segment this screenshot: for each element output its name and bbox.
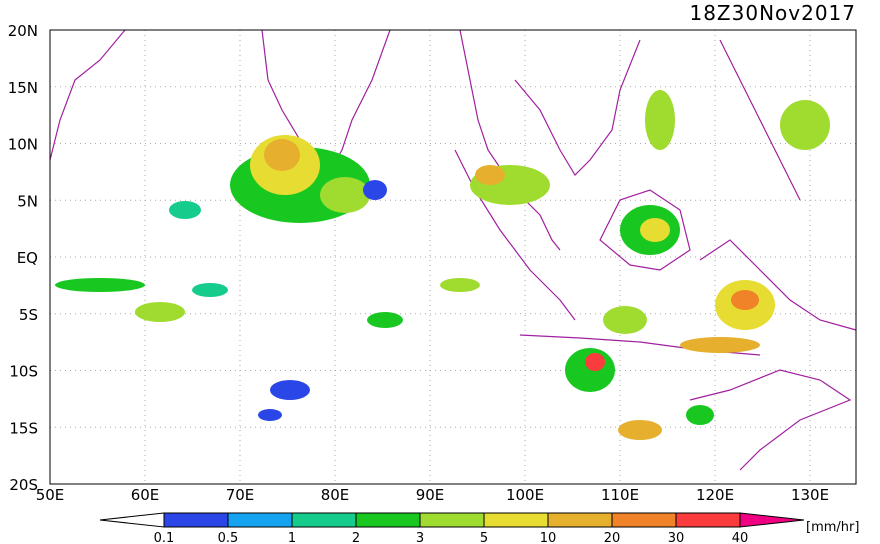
- rain-areas: [55, 90, 830, 440]
- colorbar-label: 1: [288, 531, 296, 544]
- colorbar-label: 0.1: [154, 531, 175, 544]
- colorbar-swatch: [163, 512, 229, 528]
- lat-label: 10S: [9, 363, 38, 381]
- rain-area: [169, 201, 201, 219]
- colorbar-swatch: [355, 512, 421, 528]
- lon-label: 50E: [36, 486, 65, 504]
- colorbar: 0.1 0.5 1 2 3 5 10 20 30 40: [99, 512, 805, 544]
- rain-area: [585, 353, 605, 371]
- colorbar-swatch: [547, 512, 613, 528]
- rain-area: [320, 177, 370, 213]
- rain-area: [645, 90, 675, 150]
- colorbar-label: 5: [480, 531, 488, 544]
- rain-area: [363, 180, 387, 200]
- colorbar-label: 20: [604, 531, 621, 544]
- lat-label: 20S: [9, 476, 38, 494]
- colorbar-label: 40: [732, 531, 749, 544]
- coastline: [699, 239, 857, 331]
- coastline: [719, 39, 801, 201]
- coastline: [689, 369, 852, 471]
- rain-area: [780, 100, 830, 150]
- colorbar-swatch: [419, 512, 485, 528]
- rain-area: [192, 283, 228, 297]
- lon-label: 90E: [416, 486, 445, 504]
- map-frame: [49, 29, 857, 485]
- rain-area: [258, 409, 282, 421]
- coastline: [459, 29, 561, 251]
- rain-area: [270, 380, 310, 400]
- lon-label: 60E: [131, 486, 160, 504]
- colorbar-swatch: [611, 512, 677, 528]
- colorbar-arrow: [739, 512, 805, 528]
- rain-area: [367, 312, 403, 328]
- colorbar-swatch: [483, 512, 549, 528]
- coastline: [514, 39, 641, 176]
- rain-area: [731, 290, 759, 310]
- rain-area: [640, 218, 670, 242]
- lat-label: 15N: [8, 79, 38, 97]
- rain-area: [680, 337, 760, 353]
- lat-label: 20N: [8, 22, 38, 40]
- rain-area: [264, 139, 300, 171]
- rain-area: [475, 165, 505, 185]
- lat-label: 15S: [9, 419, 38, 437]
- lon-label: 110E: [601, 486, 639, 504]
- rain-area: [603, 306, 647, 334]
- colorbar-swatch: [291, 512, 357, 528]
- colorbar-arrow: [99, 512, 165, 528]
- title: 18Z30Nov2017: [689, 1, 856, 25]
- rain-area: [440, 278, 480, 292]
- colorbar-unit: [mm/hr]: [806, 520, 859, 535]
- colorbar-label: 10: [540, 531, 557, 544]
- lon-label: 80E: [321, 486, 350, 504]
- lon-label: 70E: [226, 486, 255, 504]
- lon-label: 130E: [791, 486, 829, 504]
- lat-label: EQ: [17, 249, 38, 267]
- coastline: [599, 189, 691, 271]
- rain-area: [686, 405, 714, 425]
- coastline: [49, 29, 126, 161]
- lon-label: 120E: [696, 486, 734, 504]
- colorbar-label: 30: [668, 531, 685, 544]
- grid: [50, 30, 856, 484]
- colorbar-label: 2: [352, 531, 360, 544]
- colorbar-label: 0.5: [218, 531, 239, 544]
- lat-label: 5N: [17, 192, 38, 210]
- rain-area: [55, 278, 145, 292]
- colorbar-swatch: [227, 512, 293, 528]
- lat-label: 5S: [19, 306, 38, 324]
- lon-label: 100E: [506, 486, 544, 504]
- rain-area: [135, 302, 185, 322]
- coastlines: [49, 29, 857, 471]
- colorbar-label: 3: [416, 531, 424, 544]
- colorbar-swatch: [675, 512, 741, 528]
- rain-area: [618, 420, 662, 440]
- lat-label: 10N: [8, 136, 38, 154]
